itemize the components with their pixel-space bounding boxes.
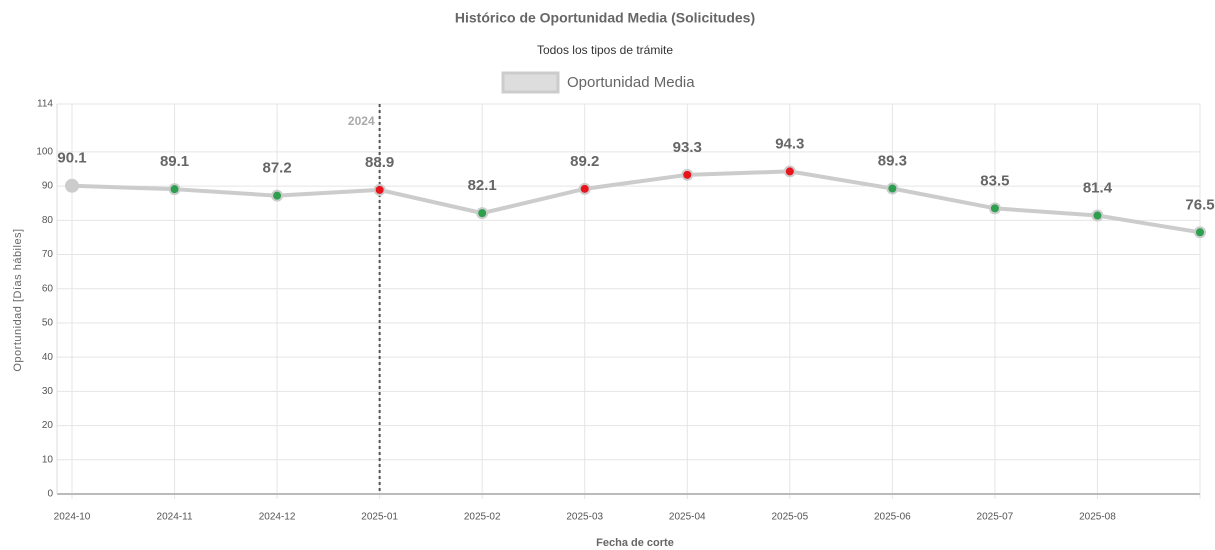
x-tick-label: 2025-04 [669,512,706,523]
x-tick-label: 2024-11 [157,512,193,523]
y-tick-label: 0 [47,489,53,500]
data-label: 94.3 [775,135,804,152]
y-tick-label: 30 [42,386,54,397]
y-tick-label: 60 [42,283,54,294]
data-label: 83.5 [980,172,1009,189]
data-point [578,182,591,195]
y-tick-label: 50 [42,318,54,329]
data-point [1091,209,1104,222]
chart-subtitle: Todos los tipos de trámite [537,43,673,57]
y-tick-label: 80 [42,215,54,226]
x-tick-label: 2025-08 [1079,512,1116,523]
data-point [373,183,386,196]
data-point [476,207,489,220]
data-label: 89.3 [878,152,907,169]
data-point [988,202,1001,215]
data-label: 82.1 [468,177,497,194]
series-line [71,169,1201,235]
x-tick-label: 2025-05 [771,512,808,523]
data-point [681,168,694,181]
x-tick-label: 2025-02 [464,512,501,523]
y-tick-label: 40 [42,352,54,363]
x-tick-label: 2025-06 [874,512,911,523]
data-point [65,178,79,193]
data-point [886,182,899,195]
data-label: 93.3 [673,139,702,156]
data-label: 89.2 [570,153,599,170]
data-point [168,183,181,196]
data-point [1194,226,1206,239]
y-tick-label: 20 [42,420,54,431]
annotation-label: 2024 [348,114,375,128]
y-axis-label: Oportunidad [Días hábiles] [12,228,24,371]
x-axis-label: Fecha de corte [596,537,674,549]
y-tick-label: 90 [42,181,54,192]
x-tick-label: 2024-10 [54,512,91,523]
y-tick-label: 70 [42,249,54,260]
data-label: 81.4 [1083,179,1113,196]
data-point [271,189,284,202]
data-label: 89.1 [160,153,189,170]
data-point [783,165,796,178]
y-tick-label: 100 [36,147,53,158]
data-label: 76.5 [1185,196,1214,213]
y-tick-label: 114 [37,99,53,110]
data-label: 87.2 [262,160,291,177]
x-tick-label: 2025-07 [977,512,1014,523]
x-tick-label: 2024-12 [259,512,296,523]
x-tick-label: 2025-01 [361,512,398,523]
legend-label: Oportunidad Media [567,74,695,91]
data-label: 88.9 [365,154,394,171]
legend-swatch [501,71,560,94]
y-tick-label: 10 [42,454,54,465]
data-label: 90.1 [57,150,86,167]
x-tick-label: 2025-03 [566,512,603,523]
chart-title: Histórico de Oportunidad Media (Solicitu… [455,10,755,26]
